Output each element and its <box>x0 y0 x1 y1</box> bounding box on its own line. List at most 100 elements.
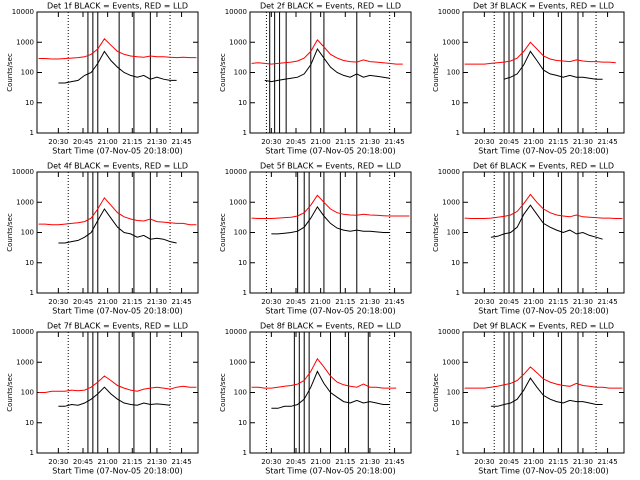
x-tick-label: 21:00 <box>311 138 331 146</box>
series-line <box>251 194 410 219</box>
x-tick-label: 20:30 <box>48 298 68 306</box>
y-tick-label: 1000 <box>442 358 460 366</box>
x-tick-label: 20:30 <box>261 138 281 146</box>
series-line <box>38 196 197 226</box>
x-axis-label: Start Time (07-Nov-05 20:18:00) <box>478 307 608 316</box>
x-axis-label: Start Time (07-Nov-05 20:18:00) <box>52 307 182 316</box>
plot-frame <box>462 331 625 454</box>
y-tick-label: 1 <box>30 129 34 137</box>
x-tick-label: 21:00 <box>524 458 544 466</box>
x-tick-label: 21:15 <box>122 458 142 466</box>
x-tick-label: 20:30 <box>474 458 494 466</box>
series-line <box>58 50 177 84</box>
panel-title: Det 2f BLACK = Events, RED = LLD <box>260 2 401 11</box>
y-tick-label: 1000 <box>16 198 34 206</box>
x-tick-label: 21:30 <box>573 138 593 146</box>
y-tick-label: 10000 <box>438 168 460 176</box>
y-tick-label: 10 <box>238 419 247 427</box>
y-tick-label: 10000 <box>12 8 34 16</box>
y-axis-label: Counts/sec <box>6 373 14 412</box>
y-tick-label: 1 <box>30 449 34 457</box>
x-tick-label: 21:45 <box>597 298 617 306</box>
y-tick-label: 100 <box>234 389 247 397</box>
y-tick-label: 10000 <box>225 168 247 176</box>
series-line <box>464 193 623 219</box>
y-tick-label: 1000 <box>16 38 34 46</box>
y-tick-label: 100 <box>234 69 247 77</box>
y-axis-label: Counts/sec <box>432 53 440 92</box>
x-tick-label: 20:30 <box>474 298 494 306</box>
series-line <box>58 386 171 407</box>
x-tick-label: 21:15 <box>548 138 568 146</box>
x-tick-label: 21:15 <box>548 298 568 306</box>
x-axis-label: Start Time (07-Nov-05 20:18:00) <box>265 147 395 156</box>
x-tick-label: 21:30 <box>147 138 167 146</box>
x-tick-label: 20:45 <box>73 298 93 306</box>
y-axis-label: Counts/sec <box>219 53 227 92</box>
x-tick-label: 20:45 <box>499 298 519 306</box>
x-tick-label: 20:45 <box>499 138 519 146</box>
x-tick-label: 21:30 <box>573 298 593 306</box>
x-axis-label: Start Time (07-Nov-05 20:18:00) <box>265 307 395 316</box>
plot-frame <box>462 11 625 134</box>
x-axis-label: Start Time (07-Nov-05 20:18:00) <box>265 467 395 476</box>
plot-frame <box>36 331 199 454</box>
y-tick-label: 10 <box>451 259 460 267</box>
x-tick-label: 21:30 <box>573 458 593 466</box>
plot-frame <box>462 171 625 294</box>
series-line <box>503 50 603 80</box>
series-line <box>464 366 623 389</box>
y-tick-label: 100 <box>21 229 34 237</box>
series-line <box>271 205 390 235</box>
plot-frame <box>249 331 412 454</box>
panel-title: Det 6f BLACK = Events, RED = LLD <box>473 162 614 171</box>
y-axis-label: Counts/sec <box>219 213 227 252</box>
x-tick-label: 20:45 <box>286 458 306 466</box>
series-line <box>490 204 603 240</box>
y-tick-label: 10000 <box>225 8 247 16</box>
x-tick-label: 21:00 <box>524 138 544 146</box>
x-tick-label: 21:00 <box>311 458 331 466</box>
y-tick-label: 1000 <box>229 198 247 206</box>
y-tick-label: 10 <box>25 99 34 107</box>
x-tick-label: 21:00 <box>98 298 118 306</box>
y-tick-label: 1 <box>456 289 460 297</box>
y-tick-label: 10000 <box>438 8 460 16</box>
plot-frame <box>36 11 199 134</box>
x-tick-label: 20:45 <box>286 138 306 146</box>
series-line <box>264 47 390 83</box>
panel-title: Det 9f BLACK = Events, RED = LLD <box>473 322 614 331</box>
x-tick-label: 21:00 <box>98 138 118 146</box>
x-tick-label: 21:30 <box>360 298 380 306</box>
x-axis-label: Start Time (07-Nov-05 20:18:00) <box>52 147 182 156</box>
y-tick-label: 10000 <box>12 328 34 336</box>
y-tick-label: 10000 <box>438 328 460 336</box>
x-tick-label: 21:45 <box>171 458 191 466</box>
x-tick-label: 21:45 <box>384 298 404 306</box>
x-tick-label: 21:15 <box>122 138 142 146</box>
x-tick-label: 21:00 <box>311 298 331 306</box>
panel-title: Det 4f BLACK = Events, RED = LLD <box>47 162 188 171</box>
y-tick-label: 1 <box>30 289 34 297</box>
y-tick-label: 1000 <box>442 198 460 206</box>
y-tick-label: 1000 <box>229 38 247 46</box>
y-tick-label: 1000 <box>442 38 460 46</box>
series-line <box>58 208 177 244</box>
plot-frame <box>36 171 199 294</box>
x-tick-label: 21:30 <box>147 298 167 306</box>
panel-title: Det 7f BLACK = Events, RED = LLD <box>47 322 188 331</box>
x-axis-label: Start Time (07-Nov-05 20:18:00) <box>52 467 182 476</box>
series-line <box>251 39 403 65</box>
y-tick-label: 100 <box>234 229 247 237</box>
x-tick-label: 21:00 <box>98 458 118 466</box>
y-tick-label: 10 <box>238 259 247 267</box>
y-axis-label: Counts/sec <box>432 213 440 252</box>
series-line <box>251 357 397 389</box>
x-tick-label: 20:45 <box>499 458 519 466</box>
series-line <box>38 375 197 393</box>
y-tick-label: 10000 <box>225 328 247 336</box>
x-tick-label: 21:15 <box>548 458 568 466</box>
y-tick-label: 1000 <box>16 358 34 366</box>
y-axis-label: Counts/sec <box>6 53 14 92</box>
x-axis-label: Start Time (07-Nov-05 20:18:00) <box>478 147 608 156</box>
